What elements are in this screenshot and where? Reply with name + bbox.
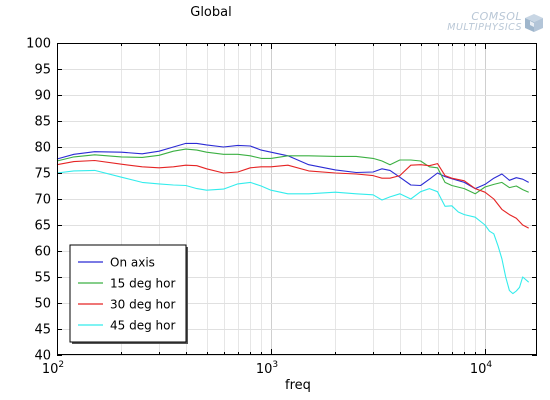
series-layer	[56, 142, 530, 295]
series-line-4	[56, 169, 530, 295]
x-tick-label: 104	[470, 360, 493, 377]
series-line-3	[56, 159, 529, 229]
x-tick-label: 102	[42, 360, 64, 377]
y-tick-label: 60	[34, 245, 51, 260]
series-line-1	[56, 142, 529, 190]
y-tick-label: 100	[26, 37, 51, 52]
logo-text: COMSOL MULTIPHYSICS	[447, 11, 522, 33]
chart-title: Global	[190, 5, 231, 20]
logo-line-2: MULTIPHYSICS	[447, 22, 522, 33]
y-tick-label: 90	[34, 89, 51, 104]
y-tick-label: 65	[34, 219, 51, 234]
y-tick-label: 40	[34, 349, 51, 364]
y-tick-label: 95	[34, 63, 51, 78]
cube-icon	[525, 14, 543, 32]
y-tick-label: 50	[34, 297, 51, 312]
comsol-logo: COMSOL MULTIPHYSICS	[447, 9, 544, 35]
series-line-2	[56, 148, 529, 195]
x-axis: 102 103 104	[42, 43, 493, 377]
y-tick-label: 70	[34, 193, 51, 208]
legend-box	[69, 244, 187, 343]
y-tick-label: 85	[34, 115, 51, 130]
y-tick-label: 45	[34, 323, 51, 338]
legend: On axis 15 deg hor 30 deg hor 45 deg hor	[69, 244, 188, 344]
y-tick-label: 75	[34, 167, 51, 182]
y-tick-label: 55	[34, 271, 51, 286]
legend-label-3: 30 deg hor	[110, 298, 175, 312]
legend-label-4: 45 deg hor	[110, 319, 175, 333]
logo-line-1: COMSOL	[471, 10, 522, 23]
y-tick-label: 80	[34, 141, 51, 156]
x-tick-label: 103	[256, 360, 278, 377]
y-axis: 40 45 50 55 60 65 70 75 80 85 90 95 100	[26, 37, 537, 364]
legend-label-1: On axis	[110, 256, 155, 270]
x-axis-label: freq	[285, 378, 311, 393]
legend-label-2: 15 deg hor	[110, 277, 175, 291]
